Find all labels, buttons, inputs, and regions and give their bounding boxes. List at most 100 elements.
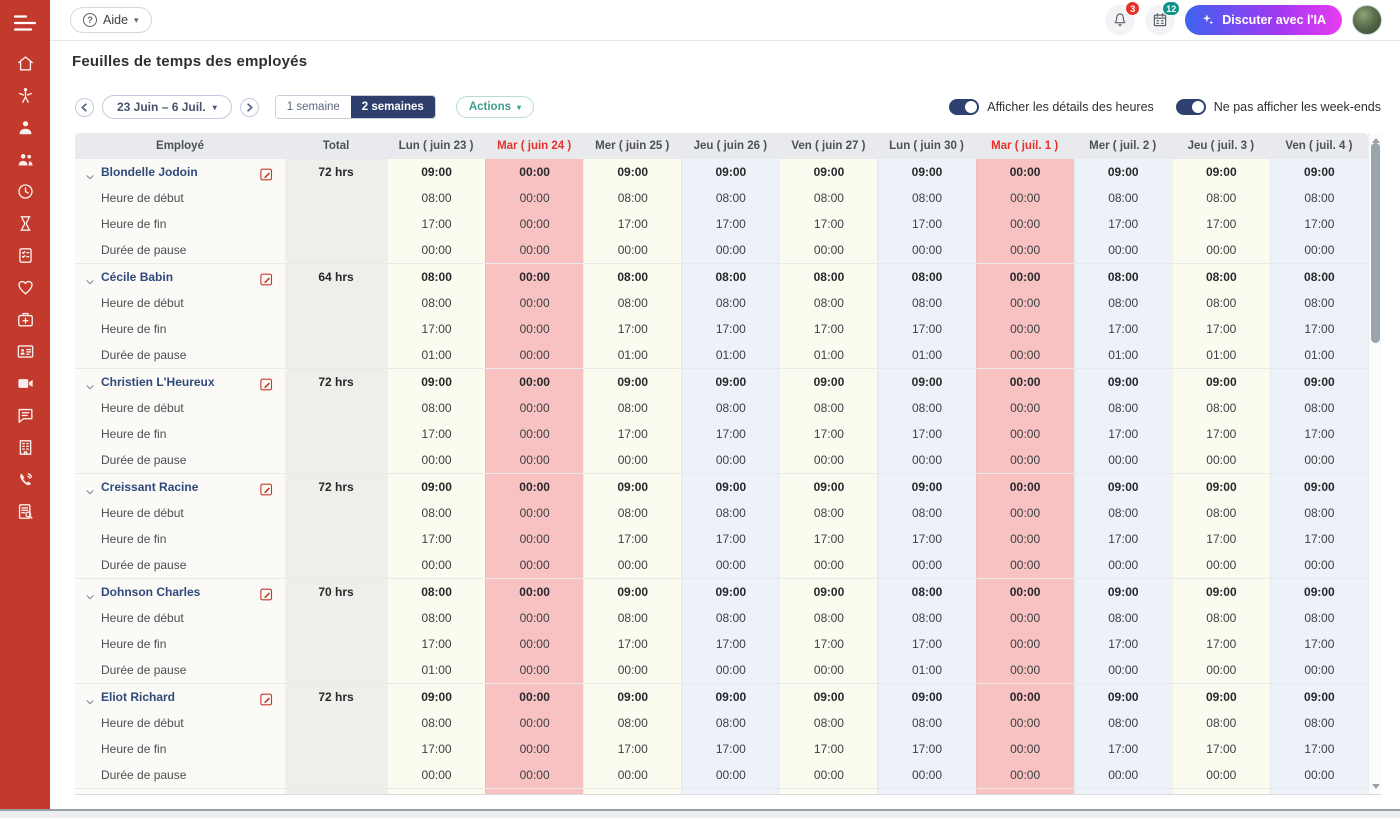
timesheet-cell: 00:00	[485, 552, 584, 578]
employee-name-link[interactable]: Cécile Babin	[101, 270, 174, 284]
timesheet-cell	[1073, 789, 1172, 794]
hide-weekends-toggle[interactable]: Ne pas afficher les week-ends	[1175, 99, 1381, 115]
scrollbar-thumb[interactable]	[1371, 143, 1380, 343]
edit-timesheet-button[interactable]	[259, 480, 274, 495]
timesheet-cell: 00:00	[1171, 762, 1270, 788]
video-icon[interactable]	[16, 374, 35, 393]
edit-timesheet-button[interactable]	[259, 795, 274, 796]
toggle-switch-icon[interactable]	[1175, 99, 1206, 115]
phone-icon[interactable]	[16, 470, 35, 489]
timesheet-cell: 00:00	[877, 237, 976, 263]
timesheet-cell: 09:00	[779, 159, 878, 185]
hourglass-icon[interactable]	[16, 214, 35, 233]
users-icon[interactable]	[16, 150, 35, 169]
home-icon[interactable]	[16, 54, 35, 73]
timesheet-cell: 08:00	[779, 605, 878, 631]
timesheet-cell: 00:00	[779, 447, 878, 473]
timesheet-cell	[1171, 789, 1270, 794]
timesheet-cell: 08:00	[681, 264, 780, 290]
previous-period-button[interactable]	[75, 97, 94, 117]
employee-name-link[interactable]: Eliot Richard	[101, 690, 176, 704]
employee-name-link[interactable]: Christien L'Heureux	[101, 375, 215, 389]
timesheet-cell: 17:00	[1073, 316, 1172, 342]
total-spacer-cell	[285, 631, 387, 657]
timesheet-cell	[681, 789, 780, 794]
timesheet-cell: 00:00	[485, 579, 584, 605]
timesheet-cell: 00:00	[583, 552, 682, 578]
table-header-row: Employé Total Lun ( juin 23 ) Mar ( juin 24…	[75, 133, 1368, 159]
scroll-up-arrow-icon[interactable]	[1372, 138, 1380, 143]
two-weeks-button[interactable]: 2 semaines	[350, 96, 435, 118]
notifications-button[interactable]: 3	[1105, 1, 1141, 35]
scroll-down-arrow-icon[interactable]	[1372, 784, 1380, 789]
timesheet-cell: 17:00	[877, 421, 976, 447]
edit-timesheet-button[interactable]	[259, 690, 274, 705]
total-hours-cell: 72 hrs	[285, 369, 387, 395]
timesheet-cell: 17:00	[779, 526, 878, 552]
expand-row-chevron-icon[interactable]	[84, 481, 96, 495]
timesheet-cell: 17:00	[1171, 316, 1270, 342]
expand-row-chevron-icon[interactable]	[84, 166, 96, 180]
employee-block: Eliot Richard 72 hrs 09:00 00:00 09:00 09:00 0…	[75, 684, 1368, 789]
calendar-button[interactable]: 12	[1145, 1, 1181, 35]
employee-name-link[interactable]: Creissant Racine	[101, 480, 199, 494]
timesheet-cell: 09:00	[1269, 474, 1368, 500]
clock-icon[interactable]	[16, 182, 35, 201]
toggle-switch-icon[interactable]	[949, 99, 980, 115]
total-spacer-cell	[285, 211, 387, 237]
timesheet-cell: 08:00	[387, 605, 486, 631]
timesheet-cell: 01:00	[387, 342, 486, 368]
user-avatar[interactable]	[1352, 5, 1382, 35]
show-hour-details-toggle[interactable]: Afficher les détails des heures	[949, 99, 1154, 115]
one-week-button[interactable]: 1 semaine	[275, 96, 351, 118]
timesheet-cell: 00:00	[975, 395, 1074, 421]
employee-name-link[interactable]: Dohnson Charles	[101, 585, 201, 599]
sidebar	[0, 0, 50, 809]
edit-timesheet-button[interactable]	[259, 585, 274, 600]
employee-name-link[interactable]: Blondelle Jodoin	[101, 165, 198, 179]
expand-row-chevron-icon[interactable]	[84, 271, 96, 285]
report-icon[interactable]	[16, 502, 35, 521]
window-bottom-edge	[0, 809, 1400, 818]
total-spacer-cell	[285, 736, 387, 762]
employee-cell: Creissant Racine	[75, 474, 285, 500]
edit-timesheet-button[interactable]	[259, 375, 274, 390]
date-range-selector[interactable]: 23 Juin – 6 Juil. ▾	[102, 95, 232, 119]
help-button[interactable]: ? Aide ▾	[70, 7, 152, 33]
total-spacer-cell	[285, 500, 387, 526]
bell-icon	[1114, 13, 1126, 27]
idcard-icon[interactable]	[16, 342, 35, 361]
actions-button[interactable]: Actions ▾	[455, 96, 534, 118]
edit-timesheet-button[interactable]	[259, 165, 274, 180]
timesheet-cell: 00:00	[975, 736, 1074, 762]
column-header: Mar ( juin 24 )	[497, 140, 572, 152]
timesheet-cell: 17:00	[877, 631, 976, 657]
user-icon[interactable]	[16, 118, 35, 137]
timesheet-cell: 00:00	[1269, 762, 1368, 788]
expand-row-chevron-icon[interactable]	[84, 586, 96, 600]
expand-row-chevron-icon[interactable]	[84, 376, 96, 390]
edit-timesheet-button[interactable]	[259, 270, 274, 285]
building-icon[interactable]	[16, 438, 35, 457]
detail-row: Heure de début 08:00 00:00 08:00 08:00 08:00 0…	[75, 710, 1368, 736]
chat-icon[interactable]	[16, 406, 35, 425]
timesheet-cell: 00:00	[485, 290, 584, 316]
ai-chat-button[interactable]: Discuter avec l'IA	[1185, 5, 1342, 35]
timesheet-cell: 08:00	[681, 185, 780, 211]
timesheet-cell: 17:00	[877, 211, 976, 237]
timesheet-cell: 08:00	[583, 710, 682, 736]
timesheet-cell: 09:00	[1073, 159, 1172, 185]
timesheet-cell: 00:00	[681, 237, 780, 263]
employee-main-row: Cécile Babin 64 hrs 08:00 00:00 08:00 08:00 08…	[75, 264, 1368, 290]
topbar-actions: 3 12 Discuter avec l'IA	[1105, 1, 1382, 35]
medkit-icon[interactable]	[16, 310, 35, 329]
child-icon[interactable]	[16, 86, 35, 105]
heart-icon[interactable]	[16, 278, 35, 297]
expand-row-chevron-icon[interactable]	[84, 691, 96, 705]
next-period-button[interactable]	[239, 97, 259, 117]
form-icon[interactable]	[16, 246, 35, 265]
menu-icon[interactable]	[12, 12, 38, 34]
timesheet-cell: 08:00	[1073, 500, 1172, 526]
timesheet-cell: 09:00	[877, 159, 976, 185]
table-scrollbar	[1368, 133, 1381, 794]
